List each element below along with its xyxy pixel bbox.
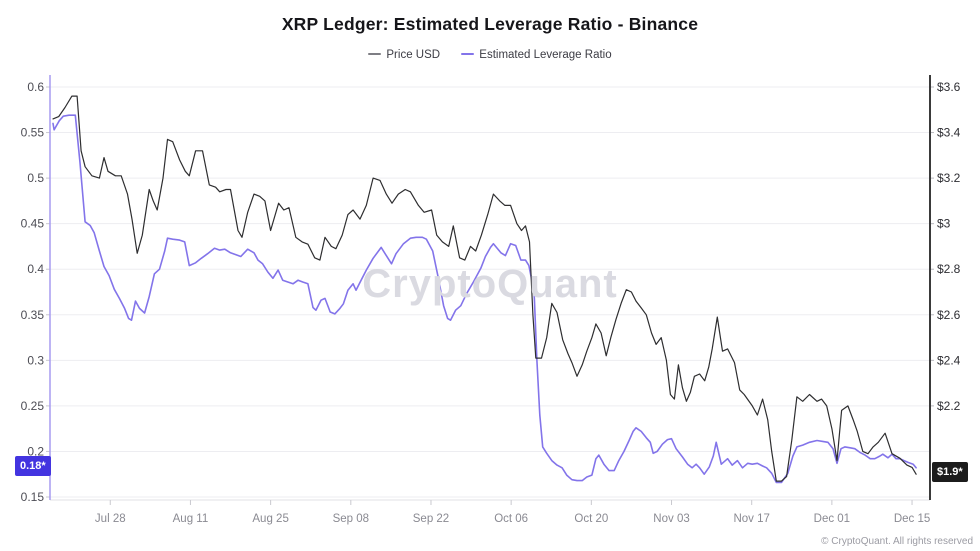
right-axis-tick-label: $2.4 bbox=[937, 353, 961, 367]
right-axis-tick-label: $2.2 bbox=[937, 399, 961, 413]
right-axis-tick-label: $3.4 bbox=[937, 126, 961, 140]
left-axis-tick-label: 0.4 bbox=[27, 262, 44, 276]
x-axis-tick-label: Aug 25 bbox=[252, 513, 288, 525]
chart-legend: Price USD Estimated Leverage Ratio bbox=[0, 49, 980, 61]
left-axis-tick-label: 0.15 bbox=[21, 490, 45, 504]
right-axis-tick-label: $3.2 bbox=[937, 171, 961, 185]
x-axis-tick-label: Jul 28 bbox=[95, 513, 126, 525]
price-usd-line[interactable] bbox=[52, 95, 917, 482]
left-axis-tick-label: 0.35 bbox=[21, 308, 45, 322]
right-axis-tick-label: $2.6 bbox=[937, 308, 961, 322]
price-usd-swatch-icon bbox=[368, 53, 382, 55]
left-axis-tick-label: 0.6 bbox=[27, 80, 44, 94]
estimated-leverage-ratio-swatch-icon bbox=[461, 53, 475, 55]
x-axis-tick-label: Nov 17 bbox=[733, 513, 769, 525]
x-axis-tick-label: Sep 22 bbox=[413, 513, 449, 525]
x-axis-tick-label: Nov 03 bbox=[653, 513, 689, 525]
chart-title: XRP Ledger: Estimated Leverage Ratio - B… bbox=[281, 14, 699, 34]
legend-label-estimated-leverage-ratio: Estimated Leverage Ratio bbox=[479, 49, 612, 61]
left-axis-tick-label: 0.25 bbox=[21, 399, 45, 413]
right-axis-tick-label: $3 bbox=[937, 217, 951, 231]
legend-item-price-usd[interactable]: Price USD bbox=[368, 49, 440, 61]
left-axis-tick-label: 0.5 bbox=[27, 171, 44, 185]
copyright-notice: © CryptoQuant. All rights reserved bbox=[821, 536, 973, 547]
estimated-leverage-ratio-line[interactable] bbox=[52, 114, 917, 484]
left-axis-tick-label: 0.45 bbox=[21, 217, 45, 231]
elr-current-value-label: 0.18* bbox=[15, 456, 51, 476]
x-axis-tick-label: Aug 11 bbox=[173, 513, 209, 525]
x-axis-tick-label: Oct 20 bbox=[574, 513, 608, 525]
legend-label-price-usd: Price USD bbox=[386, 49, 441, 61]
price-current-value-label: $1.9* bbox=[932, 462, 968, 482]
legend-item-estimated-leverage-ratio[interactable]: Estimated Leverage Ratio bbox=[461, 49, 612, 61]
x-axis-tick-label: Oct 06 bbox=[494, 513, 528, 525]
right-axis-tick-label: $2.8 bbox=[937, 262, 961, 276]
left-axis-tick-label: 0.55 bbox=[21, 126, 45, 140]
left-axis-tick-label: 0.2 bbox=[27, 444, 44, 458]
left-axis-tick-label: 0.3 bbox=[27, 353, 44, 367]
x-axis-tick-label: Sep 08 bbox=[333, 513, 369, 525]
right-axis-tick-label: $3.6 bbox=[937, 80, 961, 94]
x-axis-tick-label: Dec 01 bbox=[814, 513, 850, 525]
x-axis-tick-label: Dec 15 bbox=[894, 513, 930, 525]
